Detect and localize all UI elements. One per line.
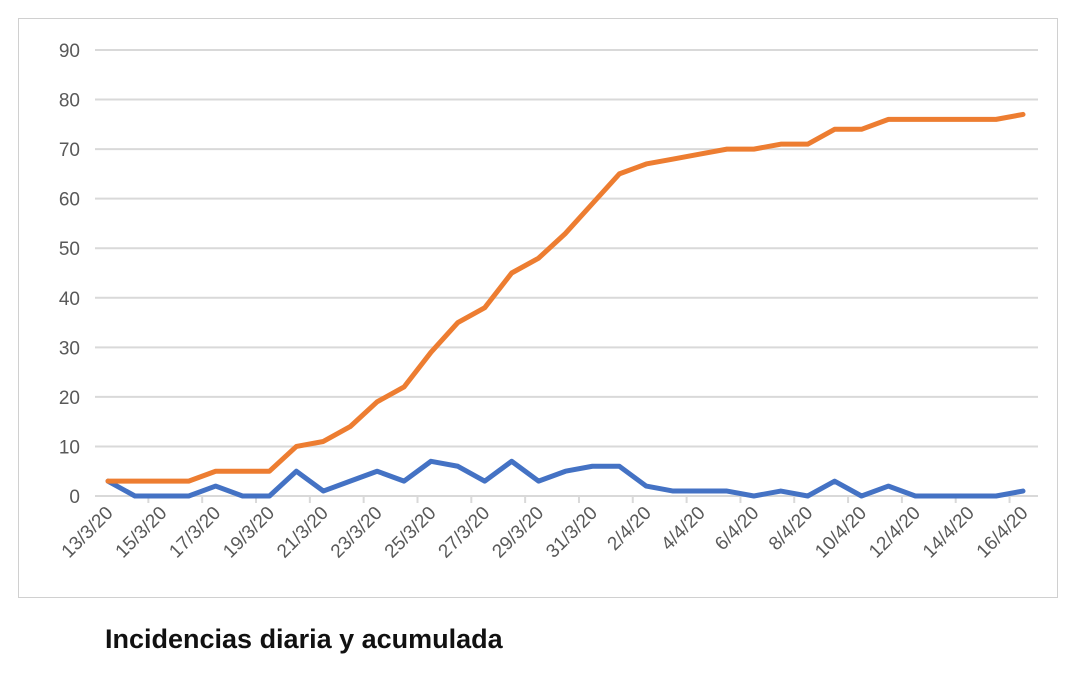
x-tick-label: 12/4/20 — [865, 503, 925, 563]
y-tick-label: 80 — [59, 91, 80, 112]
series-line-0 — [105, 458, 1026, 499]
x-tick-label: 13/3/20 — [58, 503, 118, 563]
x-tick-label: 23/3/20 — [327, 503, 387, 563]
y-tick-label: 90 — [59, 41, 80, 62]
y-tick-label: 50 — [59, 239, 80, 260]
y-tick-label: 60 — [59, 190, 80, 211]
y-tick-label: 40 — [59, 289, 80, 310]
y-tick-label: 10 — [59, 437, 80, 458]
x-tick-label: 27/3/20 — [435, 503, 495, 563]
y-tick-label: 20 — [59, 388, 80, 409]
x-tick-label: 6/4/20 — [711, 503, 763, 555]
x-tick-label: 25/3/20 — [381, 503, 441, 563]
x-tick-label: 31/3/20 — [542, 503, 602, 563]
x-tick-label: 21/3/20 — [273, 503, 333, 563]
y-tick-label: 30 — [59, 338, 80, 359]
x-tick-label: 16/4/20 — [973, 503, 1033, 563]
x-tick-label: 10/4/20 — [811, 503, 871, 563]
y-tick-label: 0 — [69, 487, 80, 508]
chart-frame — [18, 18, 1058, 598]
x-tick-label: 2/4/20 — [604, 503, 656, 555]
x-tick-label: 15/3/20 — [112, 503, 172, 563]
x-tick-label: 29/3/20 — [488, 503, 548, 563]
x-tick-label: 4/4/20 — [657, 503, 709, 555]
x-tick-label: 19/3/20 — [219, 503, 279, 563]
y-tick-label: 70 — [59, 140, 80, 161]
chart-caption: Incidencias diaria y acumulada — [105, 624, 503, 654]
x-tick-label: 14/4/20 — [919, 503, 979, 563]
x-tick-label: 8/4/20 — [765, 503, 817, 555]
x-tick-label: 17/3/20 — [165, 503, 225, 563]
